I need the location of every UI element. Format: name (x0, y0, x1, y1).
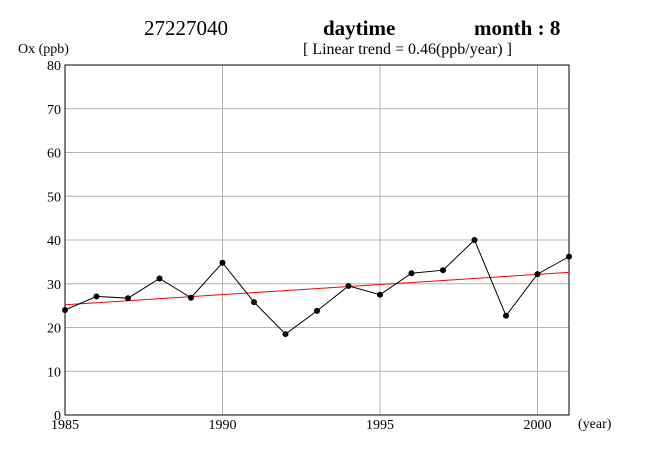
y-tick-label: 50 (47, 190, 61, 205)
data-point (188, 294, 194, 301)
x-tick-labels: 1985 1990 1995 2000 (51, 418, 552, 433)
y-axis-label: Ox (ppb) (18, 42, 69, 57)
data-point (251, 299, 257, 306)
grid-lines (65, 65, 569, 415)
data-point (566, 253, 572, 260)
period-label: daytime (323, 16, 396, 40)
data-point (377, 291, 383, 298)
x-tick-label: 1995 (366, 418, 394, 433)
data-point (534, 271, 541, 278)
data-point (125, 295, 131, 302)
y-tick-label: 30 (47, 278, 61, 293)
x-tick-label: 1990 (209, 418, 237, 433)
data-point (219, 259, 226, 266)
y-tick-labels: 0 10 20 30 40 50 60 70 80 (47, 59, 61, 424)
data-point (440, 267, 446, 274)
station-code: 27227040 (144, 16, 228, 40)
linear-trend-label: [ Linear trend = 0.46(ppb/year) ] (303, 41, 512, 58)
data-point (62, 307, 68, 313)
data-points (62, 237, 572, 338)
month-label: month : 8 (474, 16, 561, 40)
trend-line (64, 271, 570, 306)
y-tick-label: 10 (47, 365, 61, 380)
data-point (503, 312, 509, 319)
series-line (64, 239, 570, 335)
y-tick-label: 0 (54, 409, 61, 424)
data-point (93, 293, 100, 300)
data-point (408, 270, 415, 277)
x-tick-label: 1985 (51, 418, 79, 433)
plot-frame (64, 64, 570, 416)
y-tick-label: 40 (47, 234, 61, 249)
x-axis-label: (year) (578, 417, 612, 432)
data-point (282, 331, 289, 338)
data-point (314, 307, 320, 314)
y-tick-label: 70 (47, 103, 61, 118)
data-point (345, 282, 352, 289)
y-tick-label: 20 (47, 322, 61, 337)
x-tick-label: 2000 (524, 418, 552, 433)
data-point (471, 237, 478, 243)
y-tick-label: 60 (47, 147, 61, 162)
data-point (156, 275, 163, 282)
y-tick-label: 80 (47, 59, 61, 74)
